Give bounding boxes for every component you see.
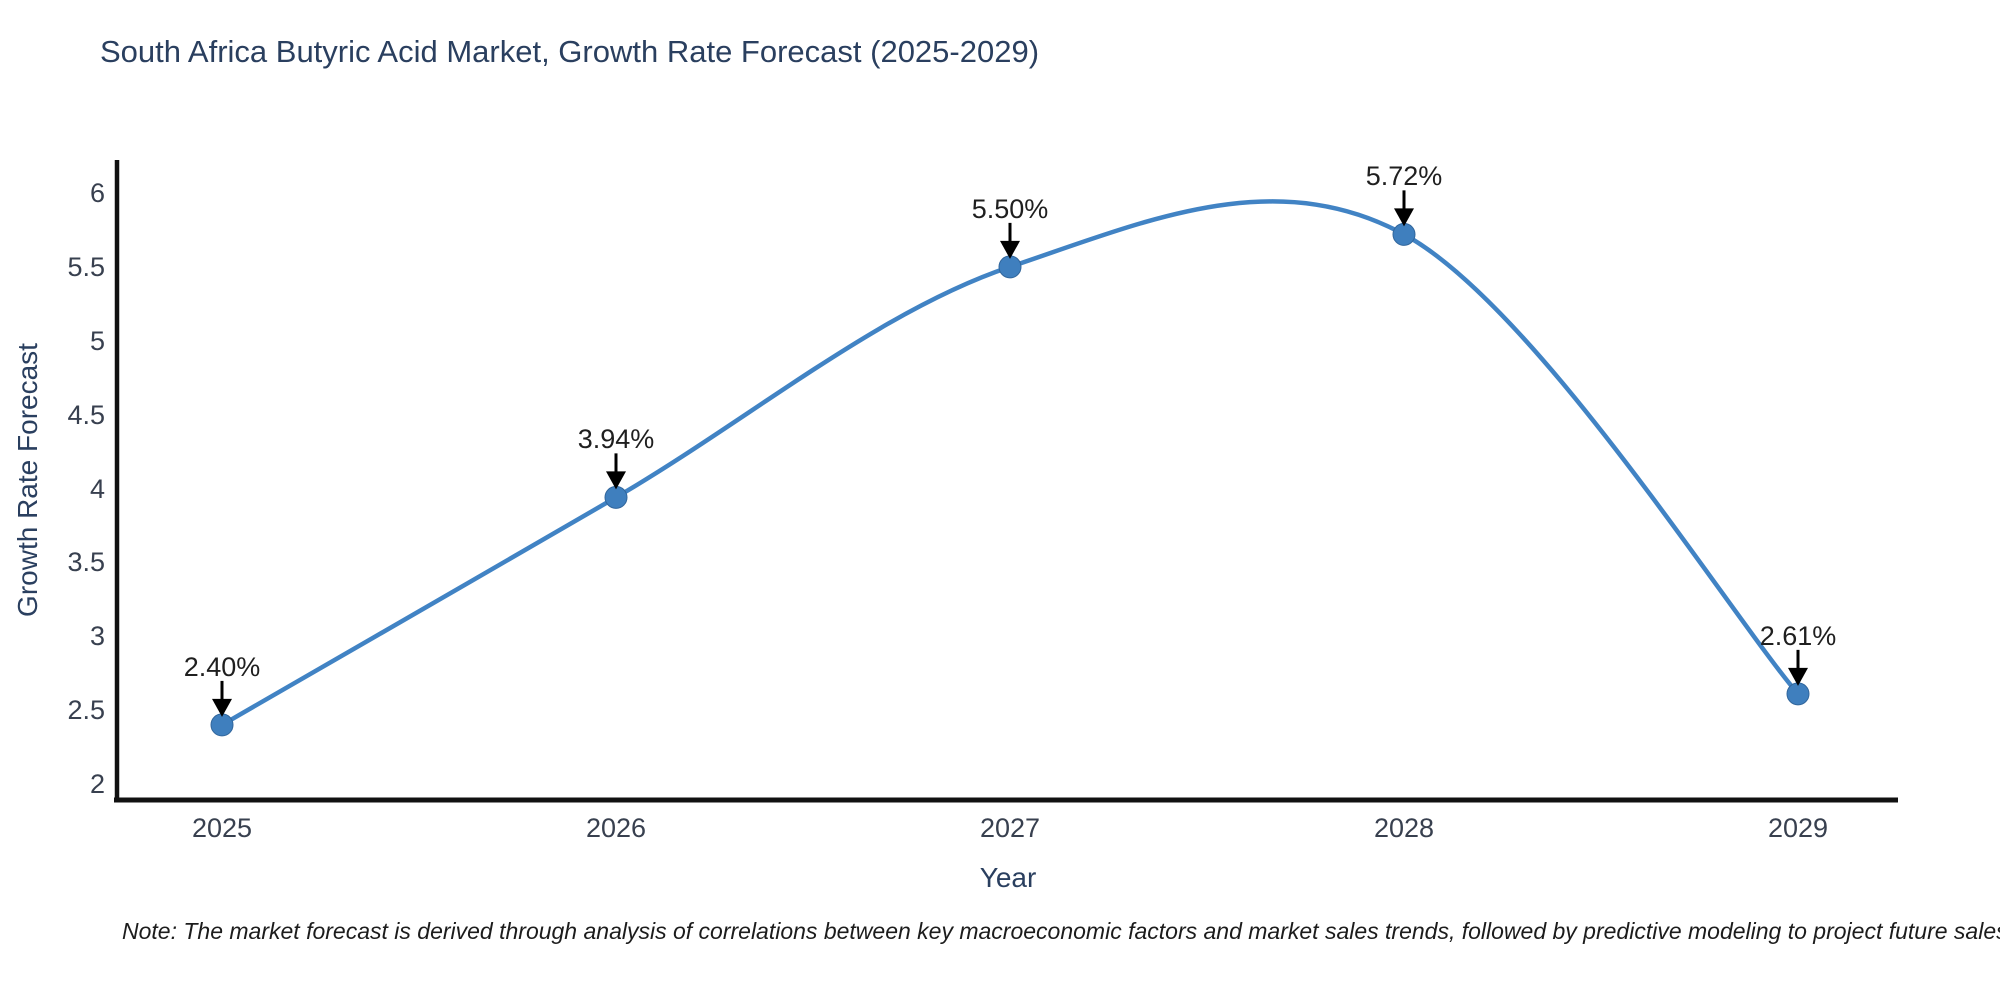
data-point-marker-2026 bbox=[604, 485, 628, 509]
annotation-arrowhead-icon bbox=[606, 471, 626, 490]
x-tick-label: 2028 bbox=[1373, 813, 1435, 843]
data-point-marker-2025 bbox=[210, 713, 234, 737]
annotation-arrowhead-icon bbox=[1000, 240, 1020, 259]
annotation-arrowhead-icon bbox=[1394, 208, 1414, 227]
y-tick-label: 6 bbox=[89, 178, 105, 208]
trend-line bbox=[220, 199, 1800, 727]
chart-title: South Africa Butyric Acid Market, Growth… bbox=[100, 34, 1040, 69]
footnote: Note: The market forecast is derived thr… bbox=[122, 918, 2000, 944]
y-tick-label: 3 bbox=[89, 621, 105, 652]
annotation-arrow-layer bbox=[212, 190, 1808, 717]
trend-line-layer bbox=[220, 199, 1800, 727]
annotation-arrowhead-icon bbox=[1788, 667, 1808, 686]
point-annotation: 2.61% bbox=[1759, 620, 1837, 651]
x-tick-label: 2025 bbox=[191, 813, 253, 843]
point-annotation: 3.94% bbox=[577, 424, 655, 455]
point-annotation: 2.40% bbox=[183, 651, 261, 682]
x-tick-label: 2029 bbox=[1767, 813, 1829, 843]
annotation-arrowhead-icon bbox=[212, 698, 232, 717]
x-tick-label: 2026 bbox=[585, 813, 647, 843]
y-tick-label: 4.5 bbox=[67, 399, 105, 430]
y-tick-label: 3.5 bbox=[67, 547, 105, 578]
point-annotation: 5.50% bbox=[971, 193, 1049, 224]
data-point-layer bbox=[210, 222, 1810, 737]
y-tick-label: 4 bbox=[89, 473, 105, 504]
y-tick-label: 2.5 bbox=[67, 695, 105, 726]
x-axis-title: Year bbox=[979, 862, 1037, 893]
x-tick-label: 2027 bbox=[979, 813, 1041, 843]
y-tick-label: 5.5 bbox=[67, 251, 105, 282]
data-point-marker-2028 bbox=[1392, 222, 1416, 246]
data-point-marker-2027 bbox=[998, 255, 1022, 279]
y-tick-label: 5 bbox=[89, 325, 105, 356]
y-tick-label: 2 bbox=[89, 769, 105, 799]
data-point-marker-2029 bbox=[1786, 682, 1810, 706]
point-annotation: 5.72% bbox=[1365, 161, 1443, 192]
